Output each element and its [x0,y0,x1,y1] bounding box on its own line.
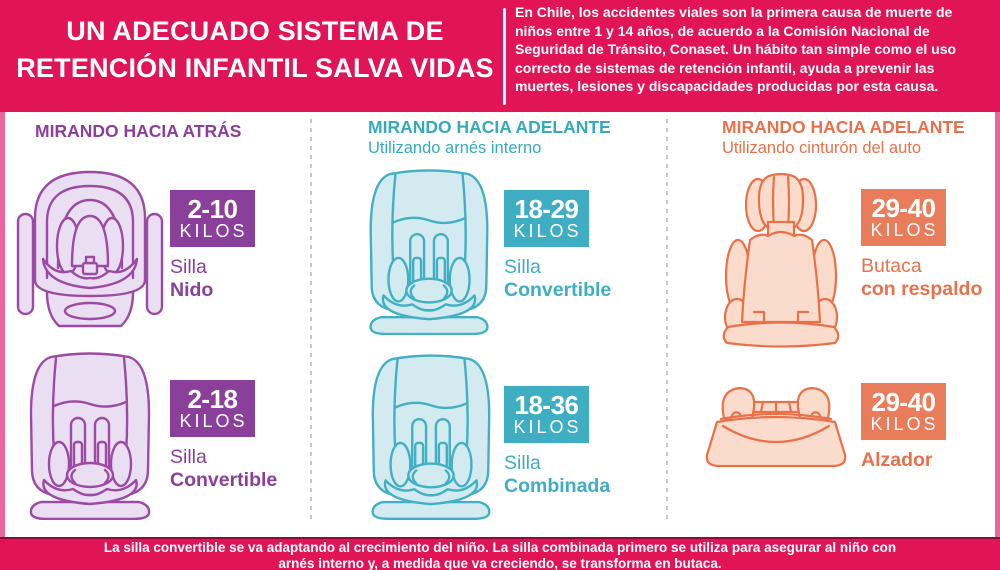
seat-label-line1: Silla [170,256,207,278]
seat-label: Alzador [861,449,1000,472]
weight-range: 2-18 [187,384,238,414]
seat-label-line2: Combinada [504,475,611,497]
seat-label: Silla Convertible [170,446,315,492]
convertible-seat-illustration-teal [353,165,505,335]
banner-title-line1: UN ADECUADO SISTEMA DE [66,16,444,46]
weight-range: 29-40 [871,387,937,417]
weight-unit: KILOS [870,220,939,240]
backless-booster-illustration [700,382,852,474]
weight-range: 29-40 [871,193,937,223]
banner-divider [503,8,506,105]
weight-range: 18-29 [514,194,580,224]
weight-badge: 2-18 KILOS [170,380,255,437]
seat-label-line2: con respaldo [861,278,983,300]
footer-text: La silla convertible se va adaptando al … [103,540,897,570]
weight-group-silla-convertible-purple: 2-18 KILOS Silla Convertible [170,380,315,492]
highback-booster-illustration [716,170,846,352]
weight-badge: 2-10 KILOS [170,190,255,247]
weight-range: 2-10 [187,194,238,224]
seat-label-line2: Nido [170,279,214,301]
content-area: MIRANDO HACIA ATRÁS MIRANDO HACIA ADELAN… [0,112,1000,537]
weight-unit: KILOS [179,221,248,241]
weight-unit: KILOS [870,414,939,434]
banner-title-line2: RETENCIÓN INFANTIL SALVA VIDAS [16,53,494,83]
banner: UN ADECUADO SISTEMA DE RETENCIÓN INFANTI… [0,0,1000,112]
weight-unit: KILOS [513,417,582,437]
column-harness-title-text: MIRANDO HACIA ADELANTE [368,117,611,137]
weight-range: 18-36 [514,390,580,420]
seat-label-line2: Convertible [504,279,612,301]
column-belt-title-text: MIRANDO HACIA ADELANTE [722,117,965,137]
weight-badge: 18-36 KILOS [504,386,589,443]
seat-label-line1: Silla [170,446,207,468]
weight-group-silla-convertible-teal: 18-29 KILOS Silla Convertible [504,190,649,302]
column-belt-subtitle: Utilizando cinturón del auto [722,139,922,157]
weight-group-silla-combinada: 18-36 KILOS Silla Combinada [504,386,649,498]
convertible-seat-illustration-purple [12,348,168,520]
combined-seat-illustration [357,350,505,520]
weight-unit: KILOS [179,411,248,431]
weight-group-alzador: 29-40 KILOS Alzador [861,383,1000,472]
column-divider-2 [666,119,668,521]
seat-label-line1: Silla [504,452,541,474]
column-harness-subtitle: Utilizando arnés interno [368,139,542,157]
weight-badge: 29-40 KILOS [861,383,946,440]
seat-label: Silla Combinada [504,452,649,498]
column-harness-title: MIRANDO HACIA ADELANTE Utilizando arnés … [368,117,611,158]
seat-label: Silla Nido [170,256,315,302]
weight-badge: 29-40 KILOS [861,189,946,246]
column-divider-1 [310,119,312,521]
right-pink-border [995,112,1000,537]
seat-label-line1: Silla [504,256,541,278]
seat-label: Butaca con respaldo [861,255,1000,301]
seat-label-line1: Butaca [861,255,922,277]
banner-intro-text: En Chile, los accidentes viales son la p… [515,4,957,95]
infant-carrier-illustration [15,162,165,330]
banner-title: UN ADECUADO SISTEMA DE RETENCIÓN INFANTI… [10,13,500,87]
weight-group-silla-nido: 2-10 KILOS Silla Nido [170,190,315,302]
weight-badge: 18-29 KILOS [504,190,589,247]
left-pink-border [0,112,5,537]
weight-unit: KILOS [513,221,582,241]
weight-group-butaca-con-respaldo: 29-40 KILOS Butaca con respaldo [861,189,1000,301]
column-rear-facing-title: MIRANDO HACIA ATRÁS [35,121,241,141]
seat-label-line2: Convertible [170,469,278,491]
column-belt-title: MIRANDO HACIA ADELANTE Utilizando cintur… [722,117,965,158]
column-rear-facing-title-text: MIRANDO HACIA ATRÁS [35,121,242,141]
seat-label: Silla Convertible [504,256,649,302]
footer: La silla convertible se va adaptando al … [0,537,1000,570]
seat-label-line2: Alzador [861,449,933,471]
